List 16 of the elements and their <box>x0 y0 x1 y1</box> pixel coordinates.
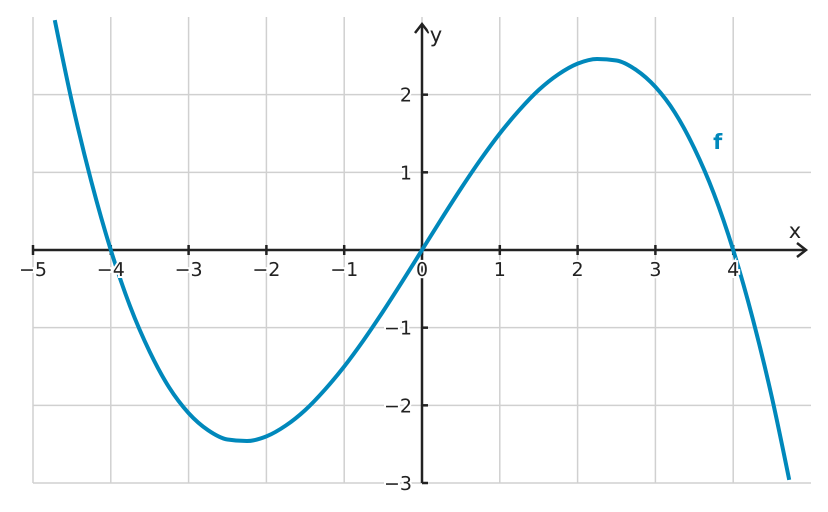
x-tick-label: −3 <box>174 259 203 281</box>
x-tick-label: −1 <box>330 259 358 281</box>
y-tick-label: −1 <box>384 318 412 340</box>
x-tick-label: −5 <box>18 259 48 281</box>
x-tick-label: 4 <box>727 259 740 281</box>
y-tick-label: −2 <box>384 395 412 418</box>
x-tick-label: −2 <box>252 259 280 281</box>
x-tick-label: 2 <box>572 259 584 281</box>
y-tick-label: −3 <box>384 473 412 495</box>
x-tick-label: 1 <box>494 259 506 281</box>
x-axis-title: x <box>788 219 802 243</box>
y-axis-title: y <box>430 23 442 47</box>
y-tick-label: 2 <box>400 84 412 107</box>
series-label: f <box>713 130 724 154</box>
y-tick-label: 1 <box>400 162 412 184</box>
x-tick-label: 3 <box>649 259 662 281</box>
